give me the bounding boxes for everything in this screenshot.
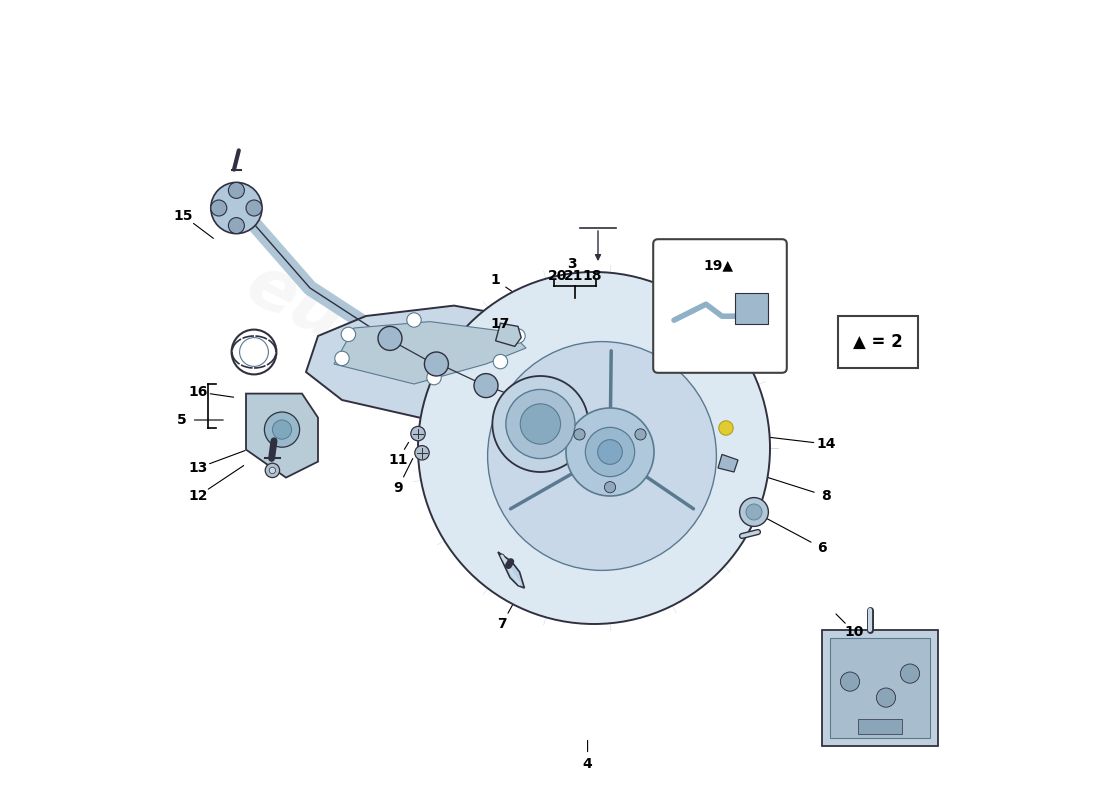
Circle shape [901,664,920,683]
Circle shape [415,446,429,460]
Text: 7: 7 [497,617,507,631]
Polygon shape [498,448,586,524]
Circle shape [604,482,616,493]
Text: 5: 5 [177,413,187,427]
Polygon shape [306,306,558,420]
FancyBboxPatch shape [735,293,769,324]
Circle shape [264,412,299,447]
Circle shape [427,370,441,385]
Circle shape [211,182,262,234]
Text: 15: 15 [174,209,194,223]
Circle shape [493,376,588,472]
Text: 1: 1 [491,273,501,287]
Circle shape [270,467,276,474]
Text: 14: 14 [816,437,836,451]
Polygon shape [334,322,526,384]
Circle shape [418,272,770,624]
Circle shape [840,672,859,691]
Circle shape [474,374,498,398]
Text: eurospares: eurospares [235,250,673,518]
Circle shape [597,440,623,464]
Circle shape [334,351,349,366]
Text: 10: 10 [845,625,864,639]
Circle shape [378,326,402,350]
Text: 9: 9 [393,481,403,495]
Bar [858,719,902,734]
Text: a passion for parts since1985: a passion for parts since1985 [332,354,672,542]
Circle shape [585,427,635,477]
Text: 8: 8 [821,489,830,503]
Polygon shape [246,394,318,478]
Circle shape [566,408,654,496]
FancyBboxPatch shape [653,239,786,373]
Circle shape [246,200,262,216]
Text: 11: 11 [388,453,408,467]
Text: 4: 4 [583,757,593,771]
Circle shape [410,426,426,441]
Circle shape [574,429,585,440]
Polygon shape [822,630,938,746]
Text: 12: 12 [188,489,208,503]
Circle shape [635,429,646,440]
Circle shape [229,182,244,198]
Circle shape [425,352,449,376]
Circle shape [718,421,734,435]
Polygon shape [496,323,521,346]
Circle shape [506,390,575,458]
Text: 21: 21 [563,269,583,283]
Circle shape [407,313,421,327]
Polygon shape [498,552,525,588]
Text: 3: 3 [568,257,578,271]
Circle shape [273,420,292,439]
Circle shape [877,688,895,707]
Circle shape [487,342,716,570]
Polygon shape [578,432,666,528]
Text: 18: 18 [583,269,602,283]
Bar [830,638,930,738]
Text: 20: 20 [548,269,568,283]
Circle shape [520,404,561,444]
Text: 17: 17 [491,317,510,331]
Circle shape [265,463,279,478]
Circle shape [341,327,355,342]
FancyBboxPatch shape [838,316,918,368]
Text: 19▲: 19▲ [703,258,733,273]
Text: 16: 16 [188,385,208,399]
Circle shape [510,329,525,343]
Circle shape [229,218,244,234]
Text: ▲ = 2: ▲ = 2 [854,333,903,351]
Polygon shape [718,454,738,472]
Circle shape [746,504,762,520]
Circle shape [493,354,507,369]
Circle shape [739,498,769,526]
Text: 13: 13 [188,461,208,475]
Circle shape [211,200,227,216]
Text: 6: 6 [817,541,827,555]
